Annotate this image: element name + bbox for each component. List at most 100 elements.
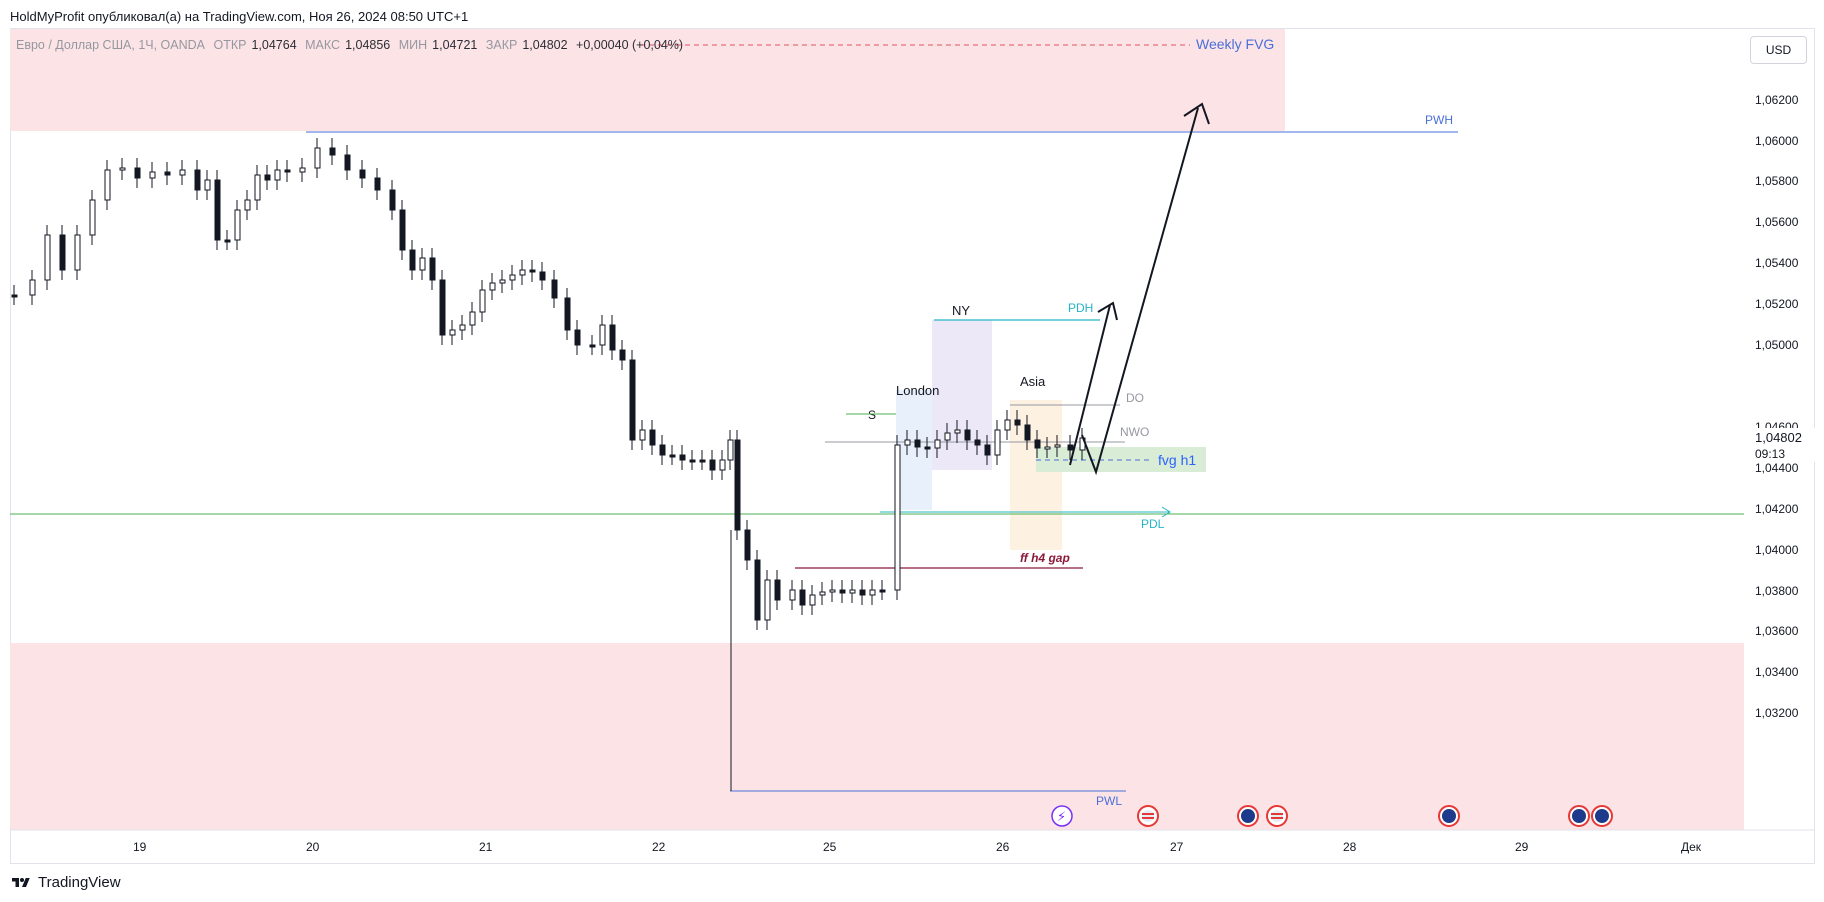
candle-body (264, 174, 271, 181)
candle-body (1034, 439, 1041, 449)
london-session-box (896, 390, 932, 510)
eu-flag-event-icon-1 (1237, 805, 1259, 827)
currency-button[interactable]: USD (1750, 36, 1807, 64)
candle-body (809, 594, 816, 606)
candle-body (149, 171, 156, 179)
candle-body (914, 439, 921, 448)
weekly-fvg-label: Weekly FVG (1196, 36, 1274, 52)
candle-body (439, 279, 446, 336)
ny-label: NY (952, 303, 970, 318)
candle-body (964, 429, 971, 441)
candle-body (934, 439, 941, 449)
price-tick-label: 1,05800 (1755, 174, 1799, 188)
weekly-fvg-zone (10, 29, 1285, 131)
candle-body (574, 329, 581, 346)
time-axis: 19 20 21 22 25 26 27 28 29 Дек (133, 840, 1702, 854)
ohlc-legend: Евро / Доллар США, 1Ч, OANDA ОТКР 1,04764… (16, 38, 688, 52)
close-label: ЗАКР (485, 38, 518, 52)
candle-body (649, 429, 656, 446)
price-tick-label: 1,05000 (1755, 338, 1799, 352)
candle-body (619, 349, 626, 361)
price-tick-label: 1,03800 (1755, 584, 1799, 598)
us-flag-event-icon-2 (1266, 805, 1288, 827)
countdown-label: 09:13 (1755, 447, 1785, 461)
low-label: МИН (398, 38, 428, 52)
candle-body (519, 269, 526, 276)
candle-body (89, 199, 96, 236)
candle-body (904, 439, 911, 446)
lightning-event-icon: ⚡ (1051, 805, 1073, 827)
candle-body (254, 174, 261, 201)
candle-body (609, 324, 616, 351)
candle-body (774, 579, 781, 601)
candle-body (551, 279, 558, 299)
candle-body (134, 167, 141, 179)
candle-body (709, 459, 716, 471)
ny-session-box (932, 320, 992, 470)
candle-body (599, 324, 606, 346)
candle-body (374, 177, 381, 191)
candle-body (789, 589, 796, 601)
candle-body (629, 359, 636, 441)
candle-body (699, 459, 706, 463)
price-tick-label: 1,03200 (1755, 706, 1799, 720)
ff-gap-label: ff h4 gap (1020, 551, 1070, 565)
fvg-h1-label: fvg h1 (1158, 452, 1196, 468)
eu-flag-event-icon-4 (1591, 805, 1613, 827)
candle-body (429, 257, 436, 281)
candle-body (499, 279, 506, 284)
candle-body (274, 169, 281, 181)
candle-body (639, 429, 646, 441)
candle-body (564, 297, 571, 331)
time-tick-label: 27 (1170, 840, 1184, 854)
pdl-label: PDL (1141, 517, 1165, 531)
candle-body (214, 179, 221, 241)
pwh-label: PWH (1425, 113, 1453, 127)
candle-body (164, 171, 171, 176)
candle-body (509, 274, 516, 281)
price-tick-label: 1,05200 (1755, 297, 1799, 311)
do-label: DO (1126, 391, 1144, 405)
pwl-label: PWL (1096, 794, 1122, 808)
asia-label: Asia (1020, 374, 1046, 389)
candle-body (894, 444, 901, 591)
candle-body (829, 589, 836, 593)
price-tick-label: 1,06000 (1755, 134, 1799, 148)
high-value: 1,04856 (345, 38, 391, 52)
candle-body (859, 589, 866, 596)
candle-body (727, 439, 734, 461)
candle-body (419, 257, 426, 271)
candle-body (399, 209, 406, 251)
candle-body (234, 209, 241, 241)
projection-arrow-head-1 (1097, 301, 1118, 321)
low-value: 1,04721 (432, 38, 478, 52)
tradingview-footer: TradingView (10, 874, 121, 891)
symbol-name[interactable]: Евро / Доллар США, 1Ч, OANDA (16, 38, 205, 52)
candle-body (974, 439, 981, 446)
candle-body (344, 154, 351, 171)
time-tick-label: Дек (1681, 840, 1702, 854)
candle-body (359, 169, 366, 179)
candle-body (449, 329, 456, 336)
open-label: ОТКР (213, 38, 247, 52)
candle-body (224, 239, 231, 243)
lower-zone (10, 643, 1744, 830)
last-price-label: 1,04802 (1755, 430, 1802, 445)
candle-body (679, 454, 686, 461)
candle-body (74, 234, 81, 271)
pdl-arrow-head (1161, 506, 1171, 518)
candle-body (299, 167, 306, 173)
candle-body (119, 167, 126, 171)
candle-body (879, 589, 886, 593)
candle-body (194, 169, 201, 191)
high-label: МАКС (305, 38, 341, 52)
candle-body (719, 459, 726, 471)
candle-body (984, 444, 991, 456)
candle-body (669, 454, 676, 458)
candle-body (734, 439, 741, 531)
nwo-label: NWO (1120, 425, 1149, 439)
price-tick-label: 1,04400 (1755, 461, 1799, 475)
candle-body (869, 589, 876, 596)
time-tick-label: 22 (652, 840, 666, 854)
